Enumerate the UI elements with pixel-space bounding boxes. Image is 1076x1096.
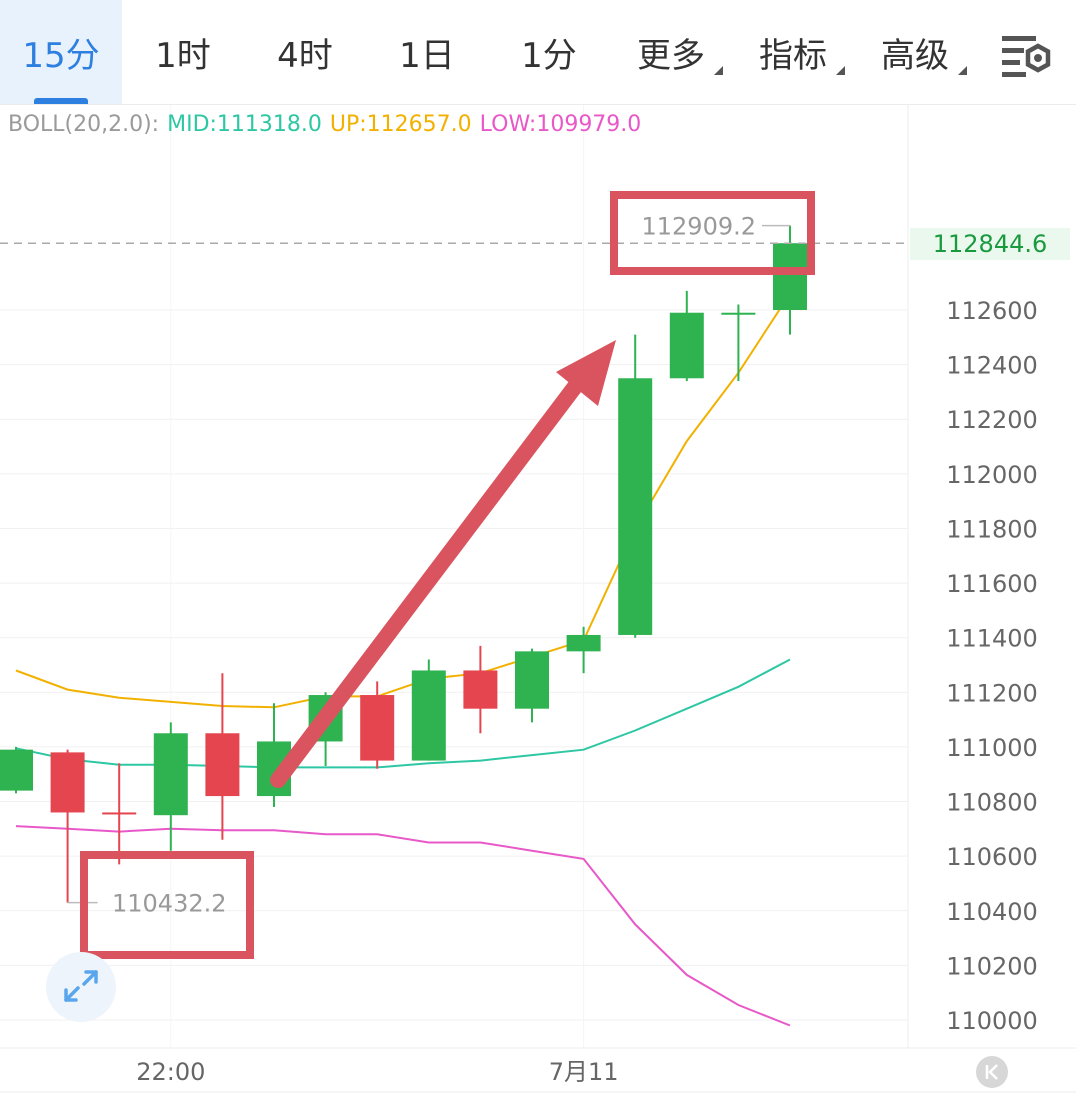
y-tick-label: 112400 <box>946 352 1038 380</box>
candle-body <box>669 312 704 379</box>
candle-body <box>360 695 395 761</box>
tab-label: 1时 <box>155 36 211 76</box>
candle <box>566 626 601 674</box>
tab-1hour[interactable]: 1时 <box>122 0 244 104</box>
candle-body <box>50 752 85 813</box>
boll-low-value: LOW:109979.0 <box>479 112 642 137</box>
candle <box>257 703 291 807</box>
candle <box>411 659 446 761</box>
candle-body <box>0 749 33 791</box>
tab-label: 1日 <box>399 36 455 76</box>
trend-arrow-shaft <box>270 372 588 788</box>
boll-up-value: UP:112657.0 <box>329 112 472 137</box>
dropdown-caret-icon <box>958 66 967 75</box>
candle <box>205 673 240 840</box>
candle <box>0 746 33 794</box>
candle-body <box>566 634 601 652</box>
candle <box>153 722 188 851</box>
tab-label: 4时 <box>277 36 333 76</box>
trend-arrow <box>270 340 616 788</box>
candle <box>515 648 549 723</box>
tab-label: 更多 <box>637 36 705 76</box>
y-tick-label: 110000 <box>946 1007 1038 1035</box>
candle-body <box>463 670 498 709</box>
y-tick-label: 110400 <box>946 898 1038 926</box>
tab-advanced-dropdown[interactable]: 高级 <box>854 0 976 104</box>
tab-1day[interactable]: 1日 <box>366 0 488 104</box>
candle <box>669 290 704 381</box>
y-tick-label: 111800 <box>946 515 1038 543</box>
candle-body <box>411 670 446 761</box>
y-tick-label: 111200 <box>946 679 1038 707</box>
boll-params: BOLL(20,2.0): <box>8 112 160 137</box>
timeframe-tab-bar: 15分 1时 4时 1日 1分 更多 指标 高级 <box>0 0 1076 105</box>
candle-body <box>515 651 549 709</box>
x-tick-label: 7月11 <box>549 1058 619 1086</box>
y-tick-label: 111000 <box>946 734 1038 762</box>
candle-body <box>153 733 188 816</box>
tab-label: 15分 <box>22 36 100 76</box>
active-tab-underline <box>34 98 88 104</box>
candle <box>721 304 756 381</box>
current-price-tag: 112844.6 <box>910 228 1070 260</box>
tab-label: 高级 <box>881 36 949 76</box>
candle <box>463 645 498 734</box>
tab-more-dropdown[interactable]: 更多 <box>610 0 732 104</box>
dropdown-caret-icon <box>714 66 723 75</box>
low-price-label: 110432.2 <box>112 890 227 918</box>
y-tick-label: 110800 <box>946 789 1038 817</box>
scroll-to-latest-icon[interactable] <box>976 1056 1008 1088</box>
boll-up-line <box>15 293 791 709</box>
candle-body <box>773 243 807 310</box>
candle-body <box>205 733 240 797</box>
boll-indicator-legend: BOLL(20,2.0): MID:111318.0 UP:112657.0 LOW:… <box>8 112 649 137</box>
y-tick-label: 112600 <box>946 297 1038 325</box>
chart-background <box>0 104 1076 1093</box>
trend-arrow-head <box>556 340 616 406</box>
y-tick-label: 110200 <box>946 952 1038 980</box>
y-tick-label: 112200 <box>946 406 1038 434</box>
tab-indicators-dropdown[interactable]: 指标 <box>732 0 854 104</box>
highlight-box-high <box>610 191 815 275</box>
candle-body <box>721 312 756 315</box>
candle <box>50 749 85 903</box>
boll-mid-line <box>15 658 791 769</box>
tab-label: 指标 <box>759 36 827 76</box>
expand-arrows-icon[interactable] <box>46 952 116 1022</box>
candle <box>773 225 807 335</box>
tab-4hour[interactable]: 4时 <box>244 0 366 104</box>
y-tick-label: 110600 <box>946 843 1038 871</box>
tab-1min[interactable]: 1分 <box>488 0 610 104</box>
candle <box>360 681 395 769</box>
candle <box>102 763 137 865</box>
boll-mid-value: MID:111318.0 <box>167 112 322 137</box>
highlight-box-low <box>80 851 254 959</box>
y-tick-label: 111600 <box>946 570 1038 598</box>
high-price-label: 112909.2 <box>641 213 756 241</box>
chart-settings-icon[interactable] <box>998 32 1054 80</box>
dropdown-caret-icon <box>836 66 845 75</box>
tab-15min[interactable]: 15分 <box>0 0 122 104</box>
x-tick-label: 22:00 <box>136 1058 205 1086</box>
candle-body <box>102 812 137 815</box>
candle <box>618 334 653 638</box>
y-tick-label: 112000 <box>946 461 1038 489</box>
candle-body <box>618 378 653 635</box>
y-tick-label: 111400 <box>946 625 1038 653</box>
boll-low-line <box>15 825 791 1027</box>
tab-label: 1分 <box>521 36 577 76</box>
